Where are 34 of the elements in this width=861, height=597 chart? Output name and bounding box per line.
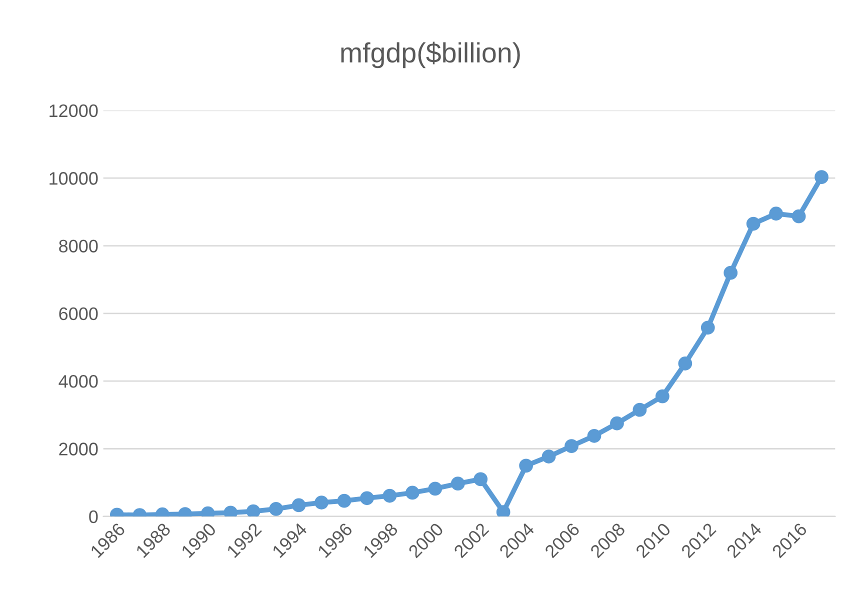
y-tick-label: 2000 [59, 442, 98, 456]
point [610, 416, 624, 430]
y-tick-label: 12000 [50, 104, 98, 118]
y-tick-label: 0 [89, 510, 98, 524]
point [632, 402, 647, 417]
point [587, 428, 602, 443]
y-tick-label: 6000 [59, 307, 98, 320]
point [314, 496, 328, 510]
point [746, 216, 760, 231]
point [769, 206, 784, 221]
y-tick-label: 4000 [58, 375, 98, 388]
point [269, 502, 283, 516]
point [678, 356, 692, 370]
point [700, 320, 715, 335]
point [724, 266, 738, 280]
point [360, 491, 374, 506]
point [564, 439, 578, 453]
point [496, 505, 510, 516]
point [655, 389, 670, 404]
y-tick-label: 10000 [50, 172, 98, 185]
point [428, 482, 442, 496]
point [246, 504, 260, 516]
point [405, 486, 420, 500]
point [542, 450, 556, 464]
point [450, 476, 465, 491]
point [792, 209, 806, 224]
point [474, 472, 488, 486]
y-tick-label: 8000 [59, 240, 98, 252]
point [292, 498, 306, 512]
point [519, 458, 534, 473]
point [337, 494, 352, 508]
point [382, 488, 397, 503]
chart-title: mfgdp($billion) [341, 42, 520, 68]
point [814, 170, 828, 184]
